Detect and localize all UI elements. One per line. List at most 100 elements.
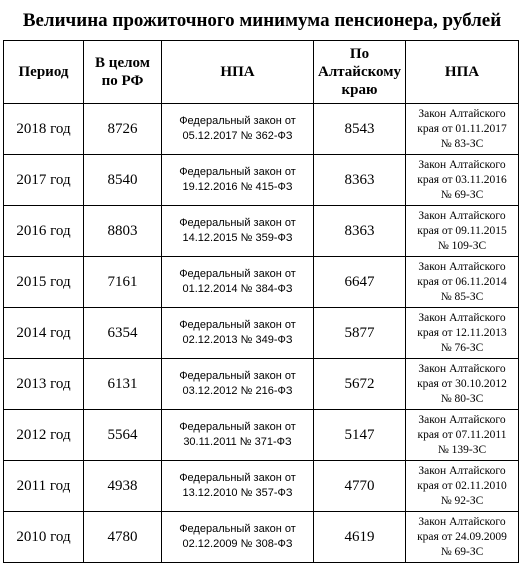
federal-law-line: Федеральный закон от: [179, 421, 296, 433]
cell-rf-value: 7161: [83, 256, 162, 308]
regional-law-line: Закон Алтайского: [418, 464, 506, 477]
cell-rf-value: 6131: [83, 358, 162, 410]
cell-period: 2012 год: [3, 409, 84, 461]
cell-regional-law: Закон Алтайского края от 12.11.2013 № 76-З…: [405, 307, 519, 359]
regional-law-line: № 85-ЗС: [440, 290, 484, 303]
table-row: 2012 год 5564 Федеральный закон от 30.11.20…: [3, 409, 519, 461]
regional-law-line: Закон Алтайского: [418, 515, 506, 528]
subsistence-minimum-table: Период В целом по РФ НПА По Алтайскому к…: [3, 40, 519, 563]
header-npa: НПА: [161, 40, 314, 104]
cell-rf-value: 6354: [83, 307, 162, 359]
cell-altai-value: 5877: [313, 307, 406, 359]
regional-law-line: края от 30.10.2012: [417, 377, 507, 390]
header-row: Период В целом по РФ НПА По Алтайскому к…: [3, 40, 519, 104]
cell-altai-value: 5672: [313, 358, 406, 410]
cell-altai-value: 8543: [313, 103, 406, 155]
cell-rf-value: 4780: [83, 511, 162, 563]
regional-law-line: № 69-ЗС: [440, 545, 484, 558]
cell-period: 2016 год: [3, 205, 84, 257]
regional-law-line: Закон Алтайского: [418, 311, 506, 324]
regional-law-line: края от 02.11.2010: [417, 479, 507, 492]
cell-period: 2010 год: [3, 511, 84, 563]
table-row: 2017 год 8540 Федеральный закон от 19.12.20…: [3, 154, 519, 206]
federal-law-line: Федеральный закон от: [179, 472, 296, 484]
table-row: 2016 год 8803 Федеральный закон от 14.12.20…: [3, 205, 519, 257]
regional-law-line: края от 12.11.2013: [417, 326, 507, 339]
regional-law-line: № 92-ЗС: [440, 494, 484, 507]
regional-law-line: № 80-ЗС: [440, 392, 484, 405]
table-title: Величина прожиточного минимума пенсионер…: [22, 10, 502, 31]
regional-law-line: Закон Алтайского: [418, 413, 506, 426]
regional-law-line: № 139-ЗС: [437, 443, 487, 456]
cell-period: 2014 год: [3, 307, 84, 359]
cell-period: 2015 год: [3, 256, 84, 308]
regional-law-line: края от 01.11.2017: [417, 122, 507, 135]
cell-regional-law: Закон Алтайского края от 09.11.2015 № 109-…: [405, 205, 519, 257]
regional-law-line: края от 06.11.2014: [417, 275, 507, 288]
federal-law-line: 30.11.2011 № 371-ФЗ: [183, 436, 292, 448]
header-altai-line: По: [349, 46, 370, 62]
federal-law-line: 05.12.2017 № 362-ФЗ: [182, 130, 293, 142]
federal-law-line: Федеральный закон от: [179, 319, 296, 331]
federal-law-line: 03.12.2012 № 216-ФЗ: [182, 385, 293, 397]
cell-altai-value: 8363: [313, 205, 406, 257]
federal-law-line: Федеральный закон от: [179, 268, 296, 280]
cell-altai-value: 4619: [313, 511, 406, 563]
cell-federal-law: Федеральный закон от 05.12.2017 № 362-ФЗ: [161, 103, 314, 155]
table-row: 2011 год 4938 Федеральный закон от 13.12.20…: [3, 460, 519, 512]
regional-law-line: края от 09.11.2015: [417, 224, 507, 237]
regional-law-line: края от 03.11.2016: [417, 173, 507, 186]
cell-altai-value: 5147: [313, 409, 406, 461]
cell-federal-law: Федеральный закон от 19.12.2016 № 415-ФЗ: [161, 154, 314, 206]
cell-period: 2018 год: [3, 103, 84, 155]
cell-regional-law: Закон Алтайского края от 03.11.2016 № 69-З…: [405, 154, 519, 206]
header-rf: В целом по РФ: [83, 40, 162, 104]
table-row: 2018 год 8726 Федеральный закон от 05.12.20…: [3, 103, 519, 155]
regional-law-line: края от 07.11.2011: [417, 428, 507, 441]
regional-law-line: Закон Алтайского: [418, 260, 506, 273]
regional-law-line: Закон Алтайского: [418, 107, 506, 120]
cell-regional-law: Закон Алтайского края от 02.11.2010 № 92-З…: [405, 460, 519, 512]
cell-rf-value: 8803: [83, 205, 162, 257]
cell-federal-law: Федеральный закон от 02.12.2009 № 308-ФЗ: [161, 511, 314, 563]
federal-law-line: Федеральный закон от: [179, 115, 296, 127]
table-body: 2018 год 8726 Федеральный закон от 05.12.20…: [3, 103, 519, 563]
cell-federal-law: Федеральный закон от 14.12.2015 № 359-ФЗ: [161, 205, 314, 257]
cell-regional-law: Закон Алтайского края от 07.11.2011 № 139-…: [405, 409, 519, 461]
federal-law-line: 14.12.2015 № 359-ФЗ: [182, 232, 293, 244]
federal-law-line: 19.12.2016 № 415-ФЗ: [182, 181, 293, 193]
regional-law-line: № 109-ЗС: [437, 239, 487, 252]
federal-law-line: 02.12.2009 № 308-ФЗ: [182, 538, 293, 550]
regional-law-line: Закон Алтайского: [418, 362, 506, 375]
cell-regional-law: Закон Алтайского края от 01.11.2017 № 83-З…: [405, 103, 519, 155]
federal-law-line: Федеральный закон от: [179, 370, 296, 382]
federal-law-line: Федеральный закон от: [179, 217, 296, 229]
header-altai-line: краю: [341, 82, 378, 98]
regional-law-line: № 76-ЗС: [440, 341, 484, 354]
cell-federal-law: Федеральный закон от 01.12.2014 № 384-ФЗ: [161, 256, 314, 308]
cell-altai-value: 4770: [313, 460, 406, 512]
header-altai-line: Алтайскому: [318, 64, 401, 80]
header-rf-line: по РФ: [101, 73, 144, 89]
cell-rf-value: 5564: [83, 409, 162, 461]
regional-law-line: Закон Алтайского: [418, 209, 506, 222]
cell-federal-law: Федеральный закон от 03.12.2012 № 216-ФЗ: [161, 358, 314, 410]
regional-law-line: Закон Алтайского: [418, 158, 506, 171]
cell-federal-law: Федеральный закон от 30.11.2011 № 371-ФЗ: [161, 409, 314, 461]
header-period: Период: [3, 40, 84, 104]
regional-law-line: края от 24.09.2009: [417, 530, 507, 543]
table-row: 2013 год 6131 Федеральный закон от 03.12.20…: [3, 358, 519, 410]
cell-regional-law: Закон Алтайского края от 06.11.2014 № 85-З…: [405, 256, 519, 308]
cell-rf-value: 4938: [83, 460, 162, 512]
cell-period: 2013 год: [3, 358, 84, 410]
federal-law-line: 13.12.2010 № 357-ФЗ: [182, 487, 293, 499]
table-row: 2015 год 7161 Федеральный закон от 01.12.20…: [3, 256, 519, 308]
federal-law-line: Федеральный закон от: [179, 523, 296, 535]
federal-law-line: Федеральный закон от: [179, 166, 296, 178]
cell-rf-value: 8726: [83, 103, 162, 155]
cell-period: 2011 год: [3, 460, 84, 512]
cell-altai-value: 6647: [313, 256, 406, 308]
cell-federal-law: Федеральный закон от 13.12.2010 № 357-ФЗ: [161, 460, 314, 512]
header-npa-regional: НПА: [405, 40, 519, 104]
